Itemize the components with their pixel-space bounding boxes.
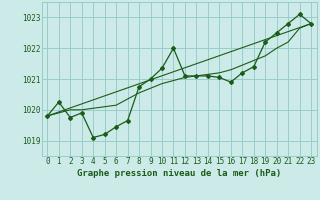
X-axis label: Graphe pression niveau de la mer (hPa): Graphe pression niveau de la mer (hPa) [77, 169, 281, 178]
